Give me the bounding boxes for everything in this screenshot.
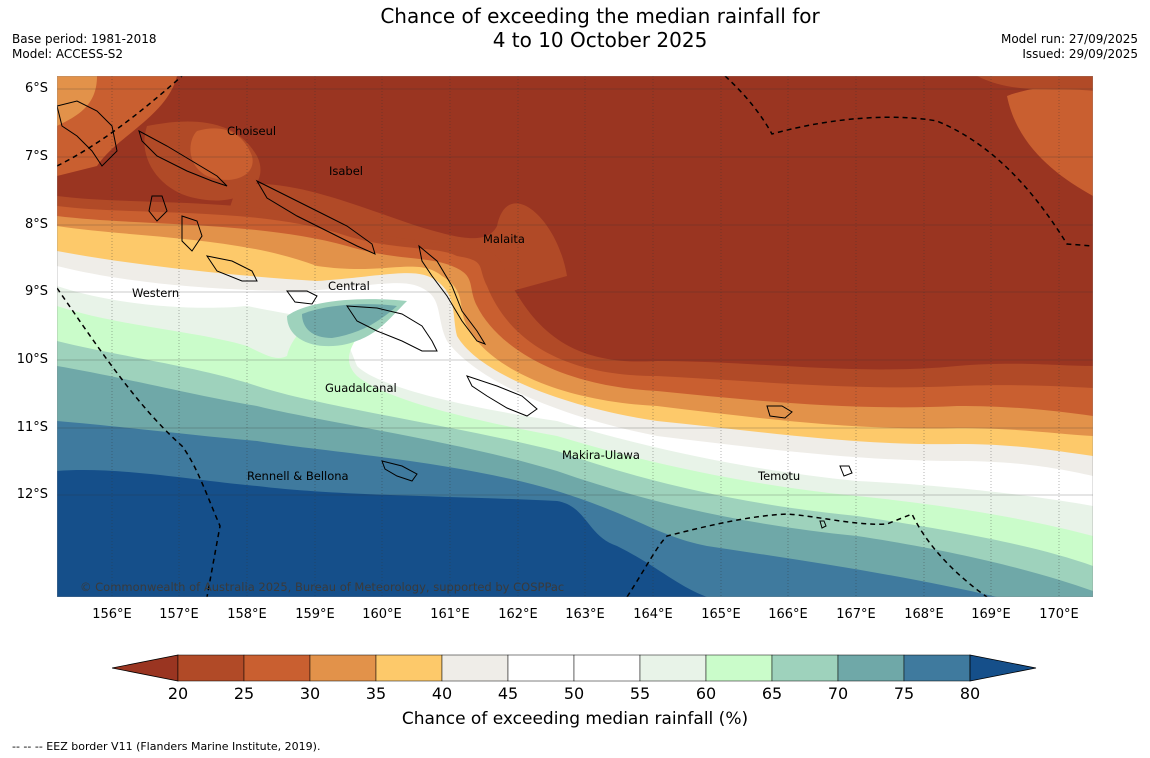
colorbar-tick: 30 xyxy=(299,684,321,703)
eez-border xyxy=(57,76,1093,597)
eez-legend: -- -- -- EEZ border V11 (Flanders Marine… xyxy=(12,740,321,753)
colorbar-cell xyxy=(837,654,905,682)
colorbar-tick: 50 xyxy=(563,684,585,703)
base-period: Base period: 1981-2018 xyxy=(12,32,157,46)
colorbar-tick: 45 xyxy=(497,684,519,703)
place-label: Makira-Ulawa xyxy=(562,448,640,462)
lon-label: 160°E xyxy=(362,607,402,622)
lon-label: 166°E xyxy=(768,607,808,622)
lat-label: 12°S xyxy=(16,487,48,502)
place-label: Central xyxy=(328,279,370,293)
meta-left: Base period: 1981-2018 Model: ACCESS-S2 xyxy=(12,32,157,62)
lon-label: 159°E xyxy=(295,607,335,622)
lat-label: 7°S xyxy=(24,149,48,164)
colorbar-cell xyxy=(309,654,377,682)
place-label: Isabel xyxy=(329,164,363,178)
place-label: Western xyxy=(132,286,179,300)
colorbar xyxy=(112,654,1037,682)
model-name: Model: ACCESS-S2 xyxy=(12,47,124,61)
lat-label: 8°S xyxy=(24,217,48,232)
band-80plus xyxy=(57,469,707,597)
place-label: Rennell & Bellona xyxy=(247,469,349,483)
title-line-1: Chance of exceeding the median rainfall … xyxy=(380,4,820,28)
colorbar-tick: 60 xyxy=(695,684,717,703)
colorbar-tick: 55 xyxy=(629,684,651,703)
colorbar-tick: 80 xyxy=(959,684,981,703)
lon-label: 161°E xyxy=(430,607,470,622)
colorbar-cell xyxy=(705,654,773,682)
colorbar-tick: 40 xyxy=(431,684,453,703)
lat-label: 10°S xyxy=(16,352,48,367)
lon-label: 170°E xyxy=(1039,607,1079,622)
issued-date: Issued: 29/09/2025 xyxy=(1022,47,1138,61)
lon-label: 158°E xyxy=(227,607,267,622)
lat-label: 11°S xyxy=(16,420,48,435)
coastlines xyxy=(57,100,853,529)
colorbar-cell xyxy=(903,654,971,682)
map-title: Chance of exceeding the median rainfall … xyxy=(300,4,900,52)
place-label: Choiseul xyxy=(227,124,276,138)
colorbar-tick: 70 xyxy=(827,684,849,703)
colorbar-tick: 35 xyxy=(365,684,387,703)
colorbar-title: Chance of exceeding median rainfall (%) xyxy=(401,709,749,729)
lon-label: 167°E xyxy=(836,607,876,622)
meta-right: Model run: 27/09/2025 Issued: 29/09/2025 xyxy=(1001,32,1138,62)
place-label: Temotu xyxy=(757,469,800,483)
lon-label: 163°E xyxy=(565,607,605,622)
lon-label: 162°E xyxy=(498,607,538,622)
colorbar-cell xyxy=(177,654,245,682)
colorbar-extend-high xyxy=(969,654,1037,682)
colorbar-cell xyxy=(507,654,575,682)
colorbar-cell xyxy=(375,654,443,682)
colorbar-tick: 20 xyxy=(167,684,189,703)
colorbar-cell xyxy=(573,654,641,682)
colorbar-cell xyxy=(639,654,707,682)
lat-label: 6°S xyxy=(24,81,48,96)
lon-label: 168°E xyxy=(904,607,944,622)
colorbar-extend-low xyxy=(112,654,179,682)
lon-label: 156°E xyxy=(92,607,132,622)
colorbar-tick: 25 xyxy=(233,684,255,703)
lon-label: 165°E xyxy=(701,607,741,622)
place-label: Guadalcanal xyxy=(325,381,397,395)
copyright-text: © Commonwealth of Australia 2025, Bureau… xyxy=(80,580,564,594)
model-run: Model run: 27/09/2025 xyxy=(1000,32,1138,46)
lon-label: 169°E xyxy=(971,607,1011,622)
lon-label: 164°E xyxy=(633,607,673,622)
lat-label: 9°S xyxy=(24,284,48,299)
colorbar-tick: 75 xyxy=(893,684,915,703)
colorbar-cell xyxy=(771,654,839,682)
rainfall-map: Choiseul Isabel Malaita Western Central … xyxy=(57,76,1093,597)
place-label: Malaita xyxy=(483,232,525,246)
colorbar-cells xyxy=(112,654,1037,682)
title-line-2: 4 to 10 October 2025 xyxy=(492,28,708,52)
colorbar-cell xyxy=(243,654,311,682)
lon-label: 157°E xyxy=(159,607,199,622)
colorbar-tick: 65 xyxy=(761,684,783,703)
colorbar-cell xyxy=(441,654,509,682)
